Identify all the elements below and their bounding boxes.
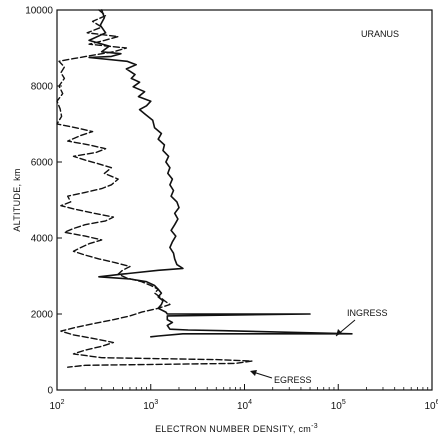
y-tick-label: 10000	[25, 6, 53, 17]
y-tick-label: 0	[47, 386, 53, 397]
y-tick-label: 2000	[31, 310, 54, 321]
x-axis: 102 103 104 105 106	[49, 384, 438, 412]
x-tick-base: 10	[49, 401, 61, 412]
y-axis-title: ALTITUDE, km	[12, 168, 22, 231]
y-tick-label: 8000	[31, 82, 54, 93]
annotation-egress: EGRESS	[274, 375, 312, 385]
x-tick-exponent: 5	[342, 399, 346, 406]
annotation-egress-arrowhead	[250, 370, 257, 376]
annotation-ingress-arrowhead	[336, 329, 342, 336]
x-axis-title-exponent: -3	[311, 423, 318, 430]
y-tick-label: 4000	[31, 234, 54, 245]
x-tick-label: 106	[424, 399, 438, 412]
series-layer	[56, 9, 353, 368]
x-tick-base: 10	[143, 401, 155, 412]
x-tick-label: 102	[49, 399, 64, 412]
x-axis-title: ELECTRON NUMBER DENSITY, cm-3	[155, 423, 318, 434]
x-tick-base: 10	[424, 401, 436, 412]
x-tick-exponent: 6	[436, 399, 438, 406]
x-tick-label: 105	[331, 399, 346, 412]
y-tick-label: 6000	[31, 158, 54, 169]
annotation-egress-leader	[252, 371, 273, 379]
x-tick-label: 103	[143, 399, 158, 412]
x-axis-title-text: ELECTRON NUMBER DENSITY, cm	[155, 424, 311, 434]
x-tick-base: 10	[237, 401, 249, 412]
x-tick-label: 104	[237, 399, 252, 412]
x-tick-exponent: 3	[154, 399, 158, 406]
annotation-layer: INGRESS EGRESS	[250, 308, 388, 385]
series-line-ingress	[88, 9, 353, 338]
x-tick-base: 10	[331, 401, 343, 412]
annotation-ingress: INGRESS	[347, 308, 388, 318]
x-tick-exponent: 2	[61, 399, 65, 406]
x-tick-exponent: 4	[248, 399, 252, 406]
y-axis: 0 2000 4000 6000 8000 10000	[25, 6, 62, 397]
chart-title: URANUS	[361, 29, 399, 39]
series-line-egress	[56, 9, 253, 368]
